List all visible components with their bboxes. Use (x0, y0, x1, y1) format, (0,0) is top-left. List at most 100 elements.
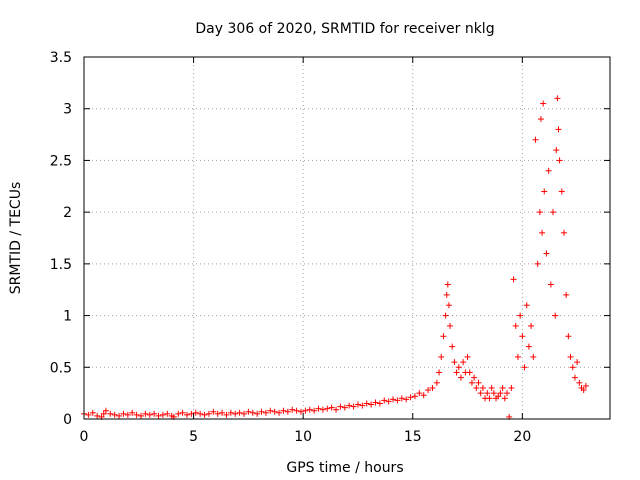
data-point (311, 407, 318, 414)
data-point (484, 390, 491, 397)
data-point (249, 409, 256, 416)
data-point (398, 395, 405, 402)
y-tick-label: 1.5 (50, 257, 72, 273)
data-point (499, 384, 506, 391)
data-point (341, 404, 348, 411)
data-point (550, 209, 557, 216)
data-point (346, 402, 353, 409)
data-point (289, 406, 296, 413)
data-point (471, 374, 478, 381)
data-point (501, 395, 508, 402)
data-point (390, 396, 397, 403)
data-point (539, 229, 546, 236)
data-point (205, 410, 212, 417)
data-point (262, 409, 269, 416)
data-point (582, 382, 589, 389)
data-point (280, 407, 287, 414)
data-point (563, 291, 570, 298)
data-point (547, 281, 554, 288)
data-point (116, 412, 123, 419)
data-point (514, 353, 521, 360)
data-point (297, 408, 304, 415)
data-point (512, 322, 519, 329)
data-point (477, 390, 484, 397)
data-point (449, 343, 456, 350)
data-point (111, 411, 118, 418)
data-point (376, 400, 383, 407)
data-point (486, 395, 493, 402)
data-point (429, 384, 436, 391)
data-point (175, 410, 182, 417)
y-tick-label: 0 (63, 412, 72, 428)
data-point (333, 406, 340, 413)
data-point (245, 408, 252, 415)
data-point (306, 406, 313, 413)
data-point (219, 409, 226, 416)
data-point (554, 95, 561, 102)
chart-title: Day 306 of 2020, SRMTID for receiver nkl… (195, 21, 494, 37)
data-point (284, 408, 291, 415)
data-point (223, 411, 230, 418)
data-point (184, 411, 191, 418)
data-point (319, 406, 326, 413)
data-point (137, 412, 144, 419)
data-point (129, 409, 136, 416)
data-point (100, 410, 107, 417)
data-point (89, 409, 96, 416)
data-point (350, 403, 357, 410)
data-point (433, 379, 440, 386)
data-point (517, 312, 524, 319)
y-axis-label: SRMTID / TECUs (8, 182, 24, 295)
data-point (155, 412, 162, 419)
data-point (363, 400, 370, 407)
data-point (403, 396, 410, 403)
y-tick-label: 3 (63, 102, 72, 118)
data-point (576, 379, 583, 386)
data-point (488, 384, 495, 391)
data-point (451, 359, 458, 366)
data-point (556, 157, 563, 164)
data-point (466, 369, 473, 376)
y-tick-label: 2.5 (50, 153, 72, 169)
x-tick-label: 0 (80, 429, 89, 445)
data-point (411, 393, 418, 400)
data-point (258, 408, 265, 415)
data-point (532, 136, 539, 143)
data-point (120, 410, 127, 417)
data-point (497, 390, 504, 397)
data-point (385, 398, 392, 405)
data-point (227, 409, 234, 416)
x-tick-label: 20 (513, 429, 531, 445)
data-point (328, 404, 335, 411)
data-point (201, 411, 208, 418)
data-point (315, 405, 322, 412)
data-point (381, 397, 388, 404)
data-point (192, 409, 199, 416)
data-point (164, 410, 171, 417)
data-point (553, 147, 560, 154)
data-point (537, 116, 544, 123)
data-point (523, 302, 530, 309)
data-point (545, 167, 552, 174)
data-point (519, 333, 526, 340)
data-point (142, 410, 149, 417)
data-point (324, 405, 331, 412)
data-point (302, 407, 309, 414)
data-point (407, 394, 414, 401)
data-point (574, 359, 581, 366)
data-point (94, 412, 101, 419)
data-point (236, 409, 243, 416)
data-point (475, 379, 482, 386)
data-point (473, 384, 480, 391)
data-point (540, 100, 547, 107)
y-tick-label: 0.5 (50, 360, 72, 376)
grid (84, 57, 610, 419)
plot-frame (83, 56, 611, 420)
data-point (560, 229, 567, 236)
data-point (460, 359, 467, 366)
y-tick-label: 2 (63, 205, 72, 221)
data-point (293, 407, 300, 414)
data-point (468, 379, 475, 386)
data-points (81, 95, 589, 420)
data-point (479, 384, 486, 391)
